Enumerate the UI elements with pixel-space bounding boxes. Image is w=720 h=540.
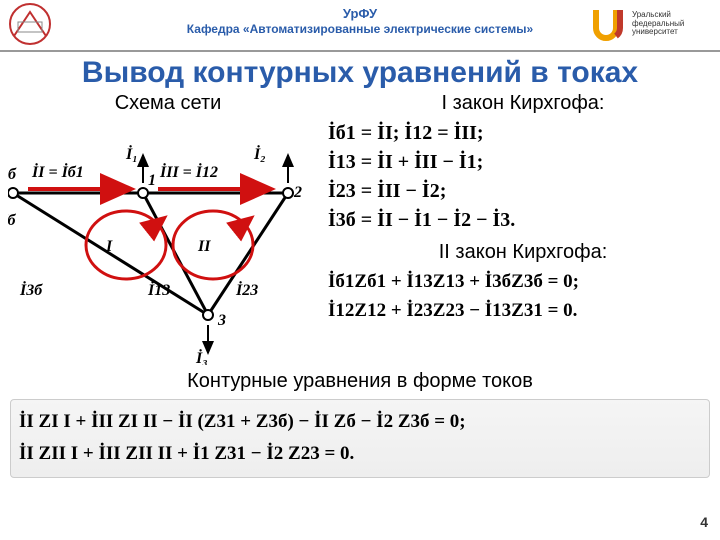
- svg-text:İII = İ12: İII = İ12: [159, 162, 218, 181]
- svg-text:İ23: İ23: [235, 280, 258, 299]
- svg-text:2: 2: [293, 184, 302, 201]
- svg-text:İI = İб1: İI = İб1: [31, 162, 84, 181]
- k1-l2: İ13 = İI + İII − İ1;: [328, 148, 718, 177]
- svg-text:İ₁: İ₁: [125, 144, 138, 163]
- svg-text:İ₂: İ₂: [253, 144, 266, 163]
- svg-text:U̇б: U̇б: [8, 211, 17, 229]
- loop-eq-l1: İI ZI I + İII ZI II − İI (Z31 + Z3б) − İ…: [19, 406, 701, 438]
- bottom-heading: Контурные уравнения в форме токов: [0, 370, 720, 393]
- k1-l3: İ23 = İII − İ2;: [328, 177, 718, 206]
- loop-eq-l2: İI ZII I + İII ZII II + İ1 Z31 − İ2 Z23 …: [19, 438, 701, 470]
- left-heading: Схема сети: [8, 92, 328, 115]
- svg-text:б: б: [8, 166, 17, 183]
- urfu-u-icon: [592, 6, 628, 42]
- k1-l1: İб1 = İI; İ12 = İII;: [328, 119, 718, 148]
- kirchhoff1-equations: İб1 = İI; İ12 = İII; İ13 = İI + İII − İ1…: [328, 119, 718, 235]
- content-row: Схема сети: [0, 92, 720, 370]
- svg-text:I: I: [105, 238, 113, 255]
- kirchhoff2-equations: İб1Zб1 + İ13Z13 + İ3бZ3б = 0; İ12Z12 + İ…: [328, 268, 718, 325]
- urfu-crest-icon: [8, 2, 52, 46]
- network-diagram: б 1 2 3 İ₁ İ₂ İ₃ U̇б I II İI = İб1 İII =…: [8, 115, 308, 365]
- urfu-logo-right: Уральский федеральный университет: [592, 2, 712, 46]
- page-number: 4: [700, 514, 708, 530]
- k1-l4: İ3б = İI − İ1 − İ2 − İ3.: [328, 206, 718, 235]
- left-column: Схема сети: [0, 92, 328, 370]
- k2-l2: İ12Z12 + İ23Z23 − İ13Z31 = 0.: [328, 297, 718, 326]
- kirchhoff1-heading: I закон Кирхгофа:: [328, 92, 718, 115]
- k2-l1: İб1Zб1 + İ13Z13 + İ3бZ3б = 0;: [328, 268, 718, 297]
- kirchhoff2-heading: II закон Кирхгофа:: [328, 241, 718, 264]
- svg-text:3: 3: [217, 312, 226, 329]
- page-header: УрФУ Кафедра «Автоматизированные электри…: [0, 0, 720, 52]
- svg-text:İ₃: İ₃: [195, 348, 208, 365]
- right-column: I закон Кирхгофа: İб1 = İI; İ12 = İII; İ…: [328, 92, 718, 370]
- svg-text:İ13: İ13: [147, 280, 170, 299]
- loop-equations-box: İI ZI I + İII ZI II − İI (Z31 + Z3б) − İ…: [10, 399, 710, 478]
- svg-text:II: II: [197, 238, 211, 255]
- svg-text:İ3б: İ3б: [19, 280, 43, 299]
- page-title: Вывод контурных уравнений в токах: [0, 56, 720, 90]
- svg-text:1: 1: [148, 172, 156, 189]
